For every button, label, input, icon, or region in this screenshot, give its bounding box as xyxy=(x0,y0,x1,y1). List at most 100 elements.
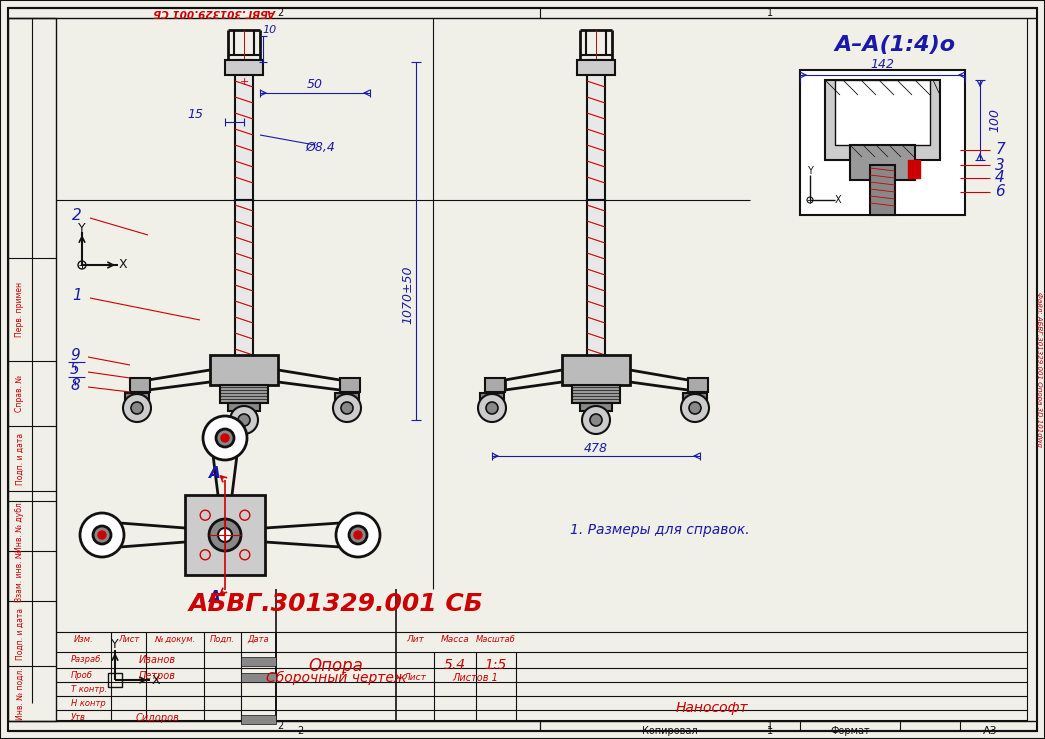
Bar xyxy=(130,378,150,392)
Text: 100: 100 xyxy=(989,108,1001,132)
Bar xyxy=(220,385,268,403)
Circle shape xyxy=(123,394,150,422)
Text: 1070±50: 1070±50 xyxy=(401,266,415,324)
Text: 2: 2 xyxy=(72,208,82,222)
Text: Копировал: Копировал xyxy=(643,726,698,736)
Circle shape xyxy=(209,519,241,551)
Circle shape xyxy=(131,402,143,414)
Text: 6: 6 xyxy=(995,185,1005,200)
Bar xyxy=(480,393,504,401)
Text: 1: 1 xyxy=(767,721,773,731)
Bar xyxy=(241,657,276,666)
Text: Нанософт: Нанософт xyxy=(675,701,748,715)
Bar xyxy=(908,160,920,178)
Text: Сборочный чертеж: Сборочный чертеж xyxy=(265,671,407,685)
Bar xyxy=(235,200,253,390)
Text: Иванов: Иванов xyxy=(139,655,176,665)
Text: 1:5: 1:5 xyxy=(485,658,507,672)
Text: Листов 1: Листов 1 xyxy=(452,673,497,683)
Text: Справ. №: Справ. № xyxy=(16,375,24,412)
Text: 142: 142 xyxy=(870,58,895,72)
Circle shape xyxy=(354,531,362,539)
Text: 7: 7 xyxy=(995,143,1005,157)
Text: А3: А3 xyxy=(982,726,997,736)
Text: 5.4: 5.4 xyxy=(444,658,466,672)
Circle shape xyxy=(582,406,610,434)
Text: 1: 1 xyxy=(767,8,773,18)
Circle shape xyxy=(336,513,380,557)
Bar xyxy=(340,378,359,392)
Text: 1: 1 xyxy=(72,287,82,302)
Text: А: А xyxy=(209,466,220,480)
Bar xyxy=(683,393,707,401)
Bar xyxy=(580,403,612,411)
Text: 478: 478 xyxy=(584,441,608,454)
Bar xyxy=(586,411,606,417)
Text: 1. Размеры для справок.: 1. Размеры для справок. xyxy=(571,523,750,537)
Text: Y: Y xyxy=(78,222,86,234)
Text: Формат: Формат xyxy=(830,726,869,736)
Circle shape xyxy=(218,528,232,542)
Bar xyxy=(835,80,930,145)
Text: Изм.: Изм. xyxy=(73,635,93,644)
Text: Подп. и дата: Подп. и дата xyxy=(16,432,24,485)
Text: № докум.: № докум. xyxy=(155,635,195,644)
Text: А: А xyxy=(209,590,220,605)
Circle shape xyxy=(333,394,361,422)
Text: 8: 8 xyxy=(70,378,79,392)
Bar xyxy=(125,393,149,401)
Text: Н контр: Н контр xyxy=(71,700,106,709)
Text: Подп.: Подп. xyxy=(210,635,235,644)
Text: Y: Y xyxy=(111,638,119,652)
Bar xyxy=(8,18,56,721)
Bar xyxy=(185,495,265,575)
Text: 50: 50 xyxy=(307,78,323,92)
Circle shape xyxy=(220,434,229,442)
Bar xyxy=(235,60,253,200)
Circle shape xyxy=(230,406,258,434)
Bar xyxy=(341,401,353,407)
Text: Файл: АБВГ.301329.001 Опора 3D.101dwg: Файл: АБВГ.301329.001 Опора 3D.101dwg xyxy=(1036,291,1042,446)
Bar xyxy=(56,589,1027,721)
Text: 2: 2 xyxy=(277,8,283,18)
Text: Масса: Масса xyxy=(441,635,469,644)
Text: Масштаб: Масштаб xyxy=(477,635,516,644)
Bar xyxy=(587,60,605,200)
Text: Лист: Лист xyxy=(403,673,426,683)
Bar xyxy=(486,401,498,407)
Text: 1: 1 xyxy=(767,726,773,736)
Bar xyxy=(228,403,260,411)
Text: Опора: Опора xyxy=(308,657,364,675)
Text: 2: 2 xyxy=(277,721,283,731)
Text: Взам. инв. №: Взам. инв. № xyxy=(16,550,24,602)
Text: Т контр.: Т контр. xyxy=(71,686,108,695)
Text: Перв. примен: Перв. примен xyxy=(16,282,24,337)
Bar xyxy=(108,673,122,687)
Circle shape xyxy=(486,402,498,414)
Bar xyxy=(577,60,616,75)
Text: Подп. и дата: Подп. и дата xyxy=(16,607,24,660)
Text: Петров: Петров xyxy=(139,671,176,681)
Text: X: X xyxy=(119,259,127,271)
Bar xyxy=(234,411,254,417)
Text: А–А(1:4)о: А–А(1:4)о xyxy=(835,35,955,55)
Circle shape xyxy=(203,416,247,460)
Text: Ø8,4: Ø8,4 xyxy=(305,141,335,154)
Text: 5: 5 xyxy=(70,363,79,378)
Text: Лист: Лист xyxy=(118,635,139,644)
Bar xyxy=(485,378,505,392)
Bar xyxy=(56,18,1024,589)
Text: Инв. № подл.: Инв. № подл. xyxy=(16,667,24,720)
Text: Инв. № дубл.: Инв. № дубл. xyxy=(16,500,24,552)
Text: Проб: Проб xyxy=(71,672,93,681)
Circle shape xyxy=(80,513,124,557)
Bar xyxy=(587,200,605,390)
Text: Дата: Дата xyxy=(248,635,270,644)
Bar xyxy=(688,378,709,392)
Bar xyxy=(825,80,940,160)
Bar xyxy=(562,355,630,385)
Circle shape xyxy=(689,402,701,414)
Text: 2: 2 xyxy=(297,726,303,736)
Bar xyxy=(800,70,965,215)
Circle shape xyxy=(93,526,111,544)
